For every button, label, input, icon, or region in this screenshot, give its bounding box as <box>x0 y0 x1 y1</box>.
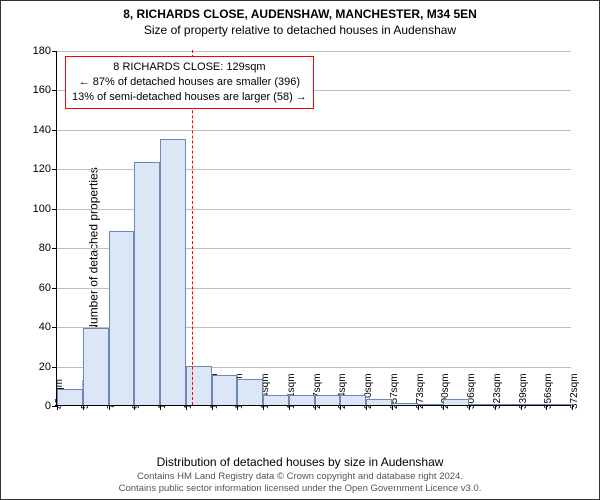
annotation-line: 8 RICHARDS CLOSE: 129sqm <box>72 60 307 75</box>
histogram-bar <box>237 379 263 405</box>
histogram-bar <box>546 404 572 405</box>
histogram-bar <box>83 328 109 405</box>
y-tick-label: 140 <box>33 124 57 136</box>
annotation-line: 13% of semi-detached houses are larger (… <box>72 90 307 105</box>
footer: Contains HM Land Registry data © Crown c… <box>1 471 599 495</box>
y-tick-label: 60 <box>39 282 57 294</box>
histogram-bar <box>109 231 135 405</box>
footer-line-1: Contains HM Land Registry data © Crown c… <box>1 471 599 483</box>
histogram-bar <box>340 395 366 405</box>
histogram-bar <box>495 404 521 405</box>
histogram-bar <box>469 404 495 405</box>
y-tick-label: 80 <box>39 242 57 254</box>
y-tick-label: 180 <box>33 45 57 57</box>
annotation-box: 8 RICHARDS CLOSE: 129sqm← 87% of detache… <box>65 56 314 109</box>
x-axis-label: Distribution of detached houses by size … <box>1 455 599 469</box>
histogram-bar <box>57 389 83 405</box>
histogram-bar <box>392 403 418 405</box>
footer-line-2: Contains public sector information licen… <box>1 483 599 495</box>
histogram-bar <box>366 399 392 405</box>
histogram-bar <box>263 395 289 405</box>
histogram-bar <box>315 395 341 405</box>
histogram-bar <box>418 404 444 405</box>
page-title: 8, RICHARDS CLOSE, AUDENSHAW, MANCHESTER… <box>1 1 599 21</box>
y-tick-label: 120 <box>33 163 57 175</box>
y-tick-label: 100 <box>33 203 57 215</box>
y-tick-label: 160 <box>33 84 57 96</box>
histogram-bar <box>443 399 469 405</box>
histogram-bar <box>289 395 315 405</box>
histogram-bar <box>160 139 186 405</box>
histogram-bar <box>134 162 160 405</box>
page-subtitle: Size of property relative to detached ho… <box>1 21 599 37</box>
histogram-bar <box>186 366 212 405</box>
grid-line <box>57 51 571 52</box>
annotation-line: ← 87% of detached houses are smaller (39… <box>72 75 307 90</box>
histogram-bar <box>212 375 238 405</box>
chart-container: 8, RICHARDS CLOSE, AUDENSHAW, MANCHESTER… <box>0 0 600 500</box>
y-tick-label: 40 <box>39 321 57 333</box>
y-tick-label: 20 <box>39 361 57 373</box>
grid-line <box>57 130 571 131</box>
histogram-bar <box>521 404 547 405</box>
